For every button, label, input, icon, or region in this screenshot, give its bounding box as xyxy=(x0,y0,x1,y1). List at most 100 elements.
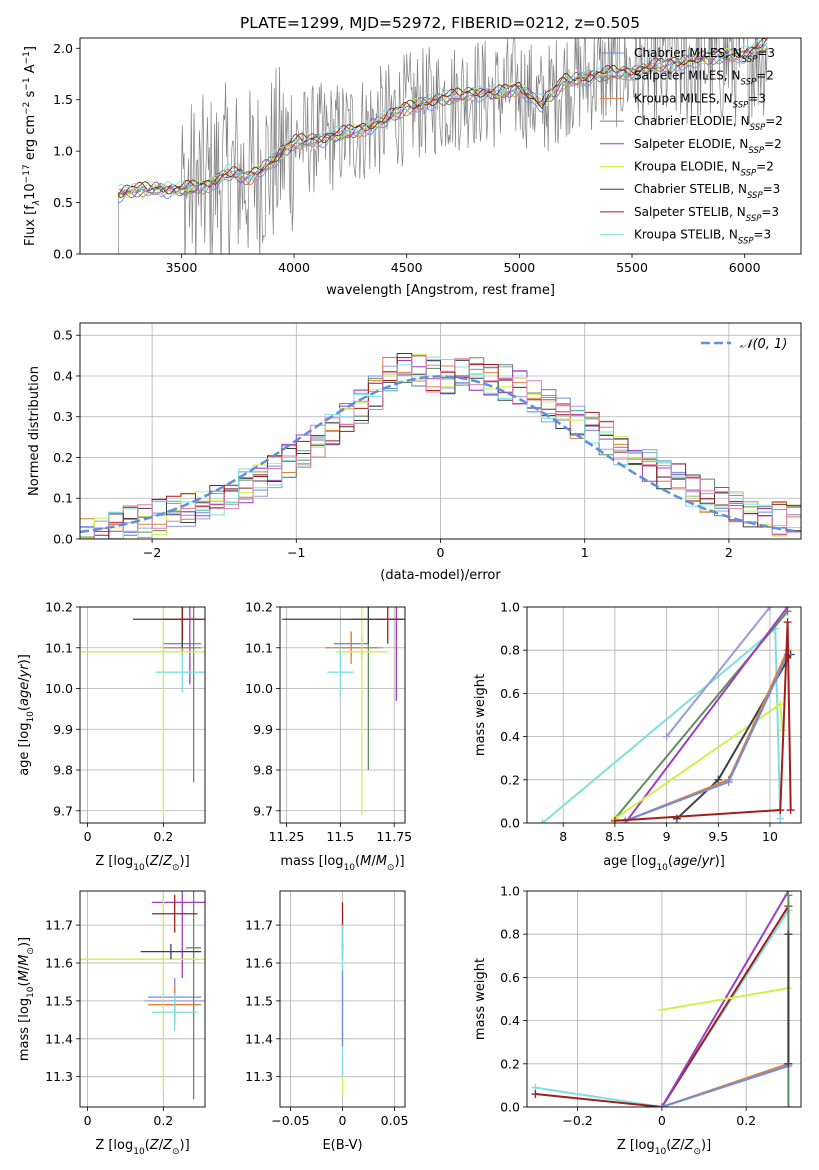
y-tick-label: 0.8 xyxy=(500,643,520,658)
y-axis-label: Flux [fλ10−17 erg cm−2 s−1 A−1] xyxy=(22,46,42,246)
errorbar-point xyxy=(282,607,405,644)
x-tick-label: 6000 xyxy=(729,260,761,275)
errorbar-point xyxy=(80,891,205,1092)
weight-marker xyxy=(657,1005,666,1014)
x-tick-label: −0.05 xyxy=(271,1113,309,1128)
x-axis-label: age [log10(age/yr)] xyxy=(603,854,725,873)
y-tick-label: 11.3 xyxy=(45,1069,73,1084)
weight-marker xyxy=(784,891,793,900)
y-tick-label: 11.6 xyxy=(245,956,273,971)
plot-area xyxy=(280,607,405,823)
y-axis-label: mass weight xyxy=(473,674,488,756)
weight-marker xyxy=(538,819,547,823)
weight-line-chabrier-miles xyxy=(661,1065,789,1107)
legend-label: Chabrier STELIB, NSSP=3 xyxy=(634,182,780,201)
x-tick-label: 1 xyxy=(581,545,589,560)
errorbar-point xyxy=(151,894,198,933)
y-tick-label: 11.4 xyxy=(45,1031,73,1046)
y-tick-label: 0.1 xyxy=(53,491,73,506)
legend: Chabrier MILES, NSSP=3 Salpeter MILES, NS… xyxy=(600,46,783,247)
axes-frame xyxy=(279,606,406,824)
x-axis-label: (data-model)/error xyxy=(380,568,501,583)
x-tick-label: 0 xyxy=(437,545,445,560)
chart-age_vs_mass: 11.25 11.5 11.75 9.7 9.8 9.9 10.0 10.1 10.2 mass … xyxy=(245,600,412,874)
weight-line-kroupa-elodie xyxy=(661,987,789,1011)
axes-frame xyxy=(79,37,802,255)
y-tick-label: 0.4 xyxy=(500,1013,520,1028)
errorbar-point xyxy=(163,607,202,640)
weight-marker xyxy=(776,814,785,823)
y-tick-label: 1.0 xyxy=(53,144,73,159)
model-line-kroupa-stelib xyxy=(118,39,768,192)
y-tick-label: 0.4 xyxy=(500,729,520,744)
y-tick-label: 10.2 xyxy=(245,600,273,615)
x-tick-label: 0 xyxy=(339,1113,347,1128)
y-tick-label: 0.0 xyxy=(53,532,73,547)
x-tick-label: 3500 xyxy=(165,260,197,275)
x-tick-label: 0.2 xyxy=(736,1113,756,1128)
errorbar-point xyxy=(327,647,354,697)
legend-label: 𝒩(0, 1) xyxy=(740,337,787,352)
errorbar-point xyxy=(151,891,205,979)
plot-area xyxy=(117,38,768,254)
weight-marker xyxy=(784,930,793,939)
y-tick-label: 0.0 xyxy=(53,247,73,262)
weight-marker xyxy=(776,700,785,709)
plot-area xyxy=(527,607,801,823)
legend-label: Chabrier ELODIE, NSSP=2 xyxy=(634,114,783,133)
y-tick-label: 9.7 xyxy=(53,803,73,818)
normal-curve-line xyxy=(80,375,799,534)
histogram-hist_extra xyxy=(80,355,801,539)
x-axis-label: E(B-V) xyxy=(322,1138,362,1153)
errorbar-point xyxy=(140,944,202,960)
y-tick-label: 10.0 xyxy=(245,681,273,696)
y-tick-label: 11.7 xyxy=(45,918,73,933)
x-tick-label: 10 xyxy=(762,829,778,844)
y-tick-label: 0.0 xyxy=(500,816,520,831)
axes-frame xyxy=(526,890,802,1108)
y-axis-label: Normed distribution xyxy=(27,366,42,496)
x-tick-label: 4000 xyxy=(278,260,310,275)
histogram-kroupa-stelib xyxy=(80,356,801,539)
x-tick-label: 4500 xyxy=(391,260,423,275)
y-axis-label: age [log10(age/yr)] xyxy=(17,654,36,776)
x-tick-label: 9.5 xyxy=(708,829,728,844)
x-axis-label: mass [log10(M/M⊙)] xyxy=(280,854,404,873)
x-tick-label: 11.5 xyxy=(326,829,354,844)
y-tick-label: 0.6 xyxy=(500,686,520,701)
plot-area xyxy=(80,607,205,823)
errorbar-point xyxy=(151,993,198,1032)
weight-line-salpeter-stelib xyxy=(614,622,792,822)
y-tick-label: 0.5 xyxy=(53,195,73,210)
y-tick-label: 11.7 xyxy=(245,918,273,933)
axes-frame xyxy=(279,890,406,1108)
errorbar-point xyxy=(80,607,205,815)
model-line-salpeter-elodie xyxy=(118,48,768,199)
x-tick-label: 11.75 xyxy=(376,829,412,844)
y-tick-label: 9.8 xyxy=(53,763,73,778)
y-tick-label: 11.5 xyxy=(245,993,273,1008)
x-tick-label: 0 xyxy=(84,1113,92,1128)
x-tick-label: 2 xyxy=(725,545,733,560)
y-tick-label: 1.5 xyxy=(53,92,73,107)
plot-area xyxy=(80,323,801,539)
weight-marker xyxy=(714,775,723,784)
y-tick-label: 0.2 xyxy=(53,450,73,465)
y-tick-label: 9.7 xyxy=(253,803,273,818)
legend-label: Chabrier MILES, NSSP=3 xyxy=(634,46,775,65)
y-tick-label: 0.3 xyxy=(53,409,73,424)
x-tick-label: 5000 xyxy=(503,260,535,275)
legend-label: Salpeter ELODIE, NSSP=2 xyxy=(634,137,782,156)
y-tick-label: 10.0 xyxy=(45,681,73,696)
chart-weight_vs_age: 8 8.5 9 9.5 10 0.0 0.2 0.4 0.6 0.8 1.0 age [log10(a… xyxy=(473,600,802,873)
y-tick-label: 11.5 xyxy=(45,993,73,1008)
errorbar-point xyxy=(325,631,377,665)
model-line-salpeter-stelib xyxy=(117,38,768,196)
x-tick-label: 9 xyxy=(663,829,671,844)
axes-frame xyxy=(79,890,206,1108)
chart-mass_vs_ebv: −0.05 0 0.05 11.3 11.4 11.5 11.6 11.7 E(B-V) xyxy=(245,890,409,1153)
errorbar-point xyxy=(336,607,388,815)
model-line-kroupa-elodie xyxy=(118,46,768,199)
y-tick-label: 9.8 xyxy=(253,763,273,778)
